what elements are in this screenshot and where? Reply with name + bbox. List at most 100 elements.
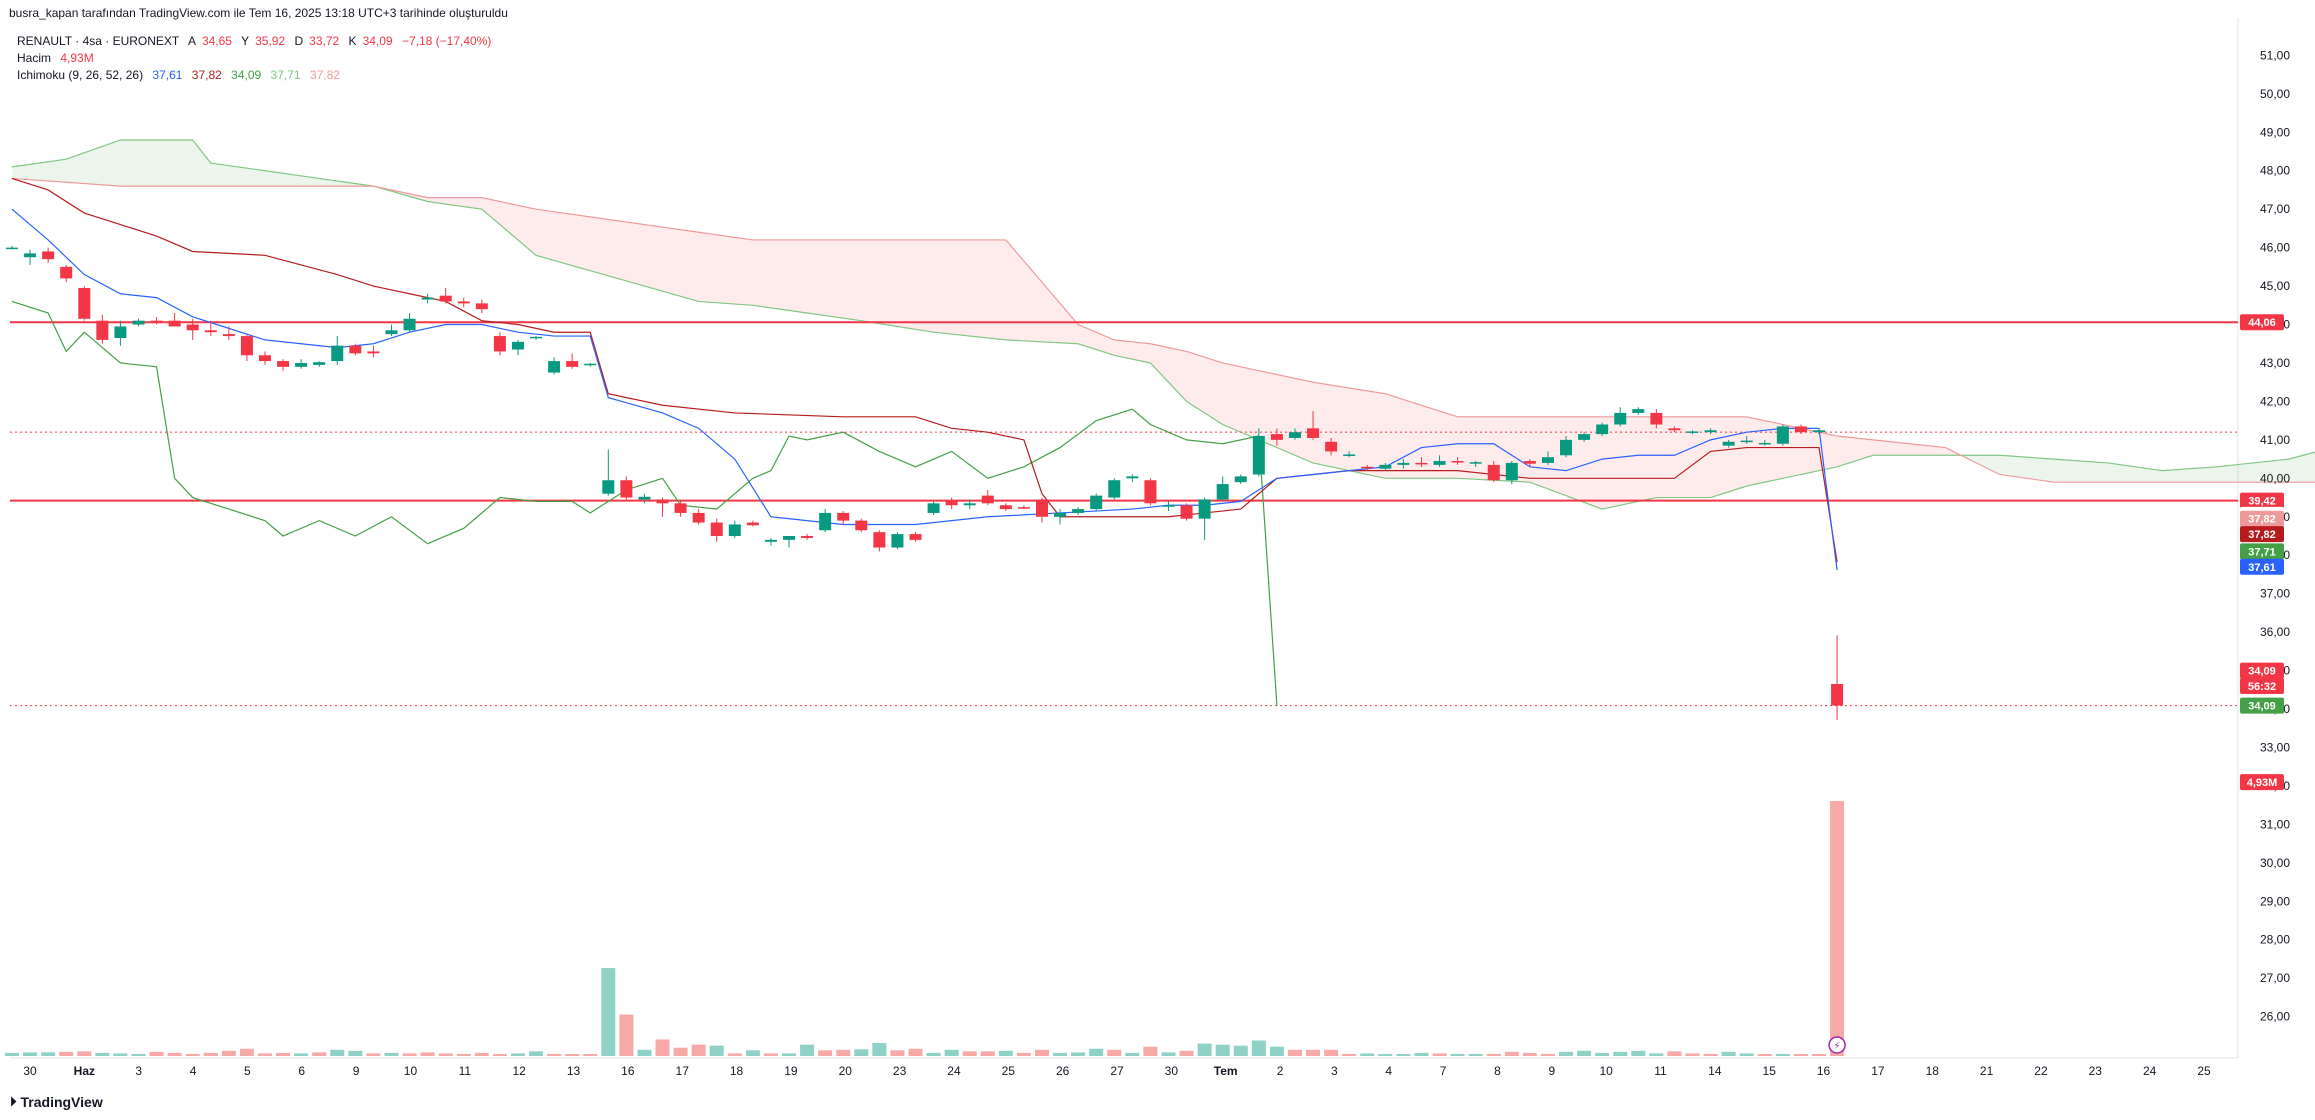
ichimoku-cloud-segment bbox=[1367, 390, 1386, 479]
x-tick-label: 19 bbox=[784, 1064, 798, 1078]
candle-body bbox=[638, 496, 651, 500]
volume-bar bbox=[1721, 1051, 1736, 1056]
candle-body bbox=[999, 505, 1012, 510]
volume-bar bbox=[312, 1052, 327, 1056]
x-tick-label: 9 bbox=[1548, 1064, 1555, 1078]
price-tag-label: 44,06 bbox=[2248, 317, 2276, 329]
ichimoku-cloud-segment bbox=[662, 227, 681, 297]
candle-body bbox=[1343, 454, 1356, 456]
volume-bar bbox=[818, 1050, 833, 1056]
x-tick-label: 17 bbox=[676, 1064, 690, 1078]
price-tag-label: 37,71 bbox=[2248, 546, 2276, 558]
ichimoku-cloud-segment bbox=[1168, 347, 1187, 402]
volume-bar bbox=[601, 968, 616, 1056]
volume-bar bbox=[782, 1053, 797, 1056]
ichimoku-cloud-segment bbox=[66, 152, 85, 184]
volume-bar bbox=[131, 1053, 146, 1056]
candle-body bbox=[1180, 505, 1193, 519]
volume-bar bbox=[1016, 1052, 1031, 1056]
volume-bar bbox=[745, 1050, 760, 1056]
x-tick-label: 8 bbox=[1494, 1064, 1501, 1078]
y-tick-label: 27,00 bbox=[2260, 971, 2290, 985]
y-tick-label: 30,00 bbox=[2260, 856, 2290, 870]
candle-body bbox=[783, 536, 796, 540]
ichimoku-cloud-segment bbox=[84, 146, 103, 185]
ichimoku-cloud-segment bbox=[228, 165, 247, 187]
candle-body bbox=[1776, 426, 1789, 444]
ichimoku-label[interactable]: Ichimoku (9, 26, 52, 26) bbox=[17, 68, 144, 82]
ichimoku-cloud-segment bbox=[481, 197, 500, 225]
x-tick-label: 24 bbox=[2143, 1064, 2157, 1078]
ichimoku-cloud-segment bbox=[861, 239, 880, 324]
candle-body bbox=[475, 303, 488, 310]
volume-bar bbox=[1251, 1040, 1266, 1056]
candle-body bbox=[1108, 480, 1121, 498]
price-tag-bg bbox=[2240, 774, 2284, 791]
candle-body bbox=[1523, 461, 1536, 464]
x-tick-label: 15 bbox=[1763, 1064, 1777, 1078]
volume-bar bbox=[800, 1044, 815, 1056]
candle-body bbox=[240, 336, 253, 356]
x-tick-label: 23 bbox=[893, 1064, 907, 1078]
candle-body bbox=[764, 539, 777, 542]
ichimoku-cloud-segment bbox=[2035, 457, 2054, 483]
candle-body bbox=[114, 326, 127, 338]
volume-bar bbox=[366, 1053, 381, 1056]
ichimoku-cloud-segment bbox=[246, 168, 265, 187]
ichimoku-cloud-segment bbox=[427, 197, 446, 205]
x-tick-label: 13 bbox=[567, 1064, 581, 1078]
candle-body bbox=[222, 334, 235, 337]
y-tick-label: 41,00 bbox=[2260, 433, 2290, 447]
candle-body bbox=[584, 363, 597, 366]
lightning-icon: ⚡ bbox=[1834, 1041, 1841, 1052]
ichimoku-cloud-segment bbox=[1710, 416, 1729, 498]
volume-bar bbox=[547, 1053, 562, 1056]
volume-bar bbox=[239, 1048, 254, 1056]
ichimoku-cloud-segment bbox=[301, 175, 320, 187]
ichimoku-cloud-segment bbox=[716, 234, 735, 305]
volume-bar bbox=[1143, 1046, 1158, 1056]
x-tick-label: 3 bbox=[1331, 1064, 1338, 1078]
ichimoku-cloud-segment bbox=[12, 164, 31, 180]
candle-body bbox=[1307, 428, 1320, 438]
ichimoku-cloud-segment bbox=[499, 201, 518, 240]
ichimoku-cloud-segment bbox=[138, 139, 157, 187]
ichimoku-cloud-segment bbox=[210, 163, 229, 187]
x-tick-label: 10 bbox=[404, 1064, 418, 1078]
ichimoku-cloud-segment bbox=[48, 159, 67, 183]
candle-body bbox=[204, 330, 217, 333]
volume-bar bbox=[1775, 1053, 1790, 1056]
volume-bar bbox=[257, 1053, 272, 1056]
candle-body bbox=[493, 336, 506, 352]
volume-bar bbox=[1757, 1054, 1772, 1056]
volume-bar bbox=[1107, 1049, 1122, 1056]
ichimoku-cloud-segment bbox=[1313, 382, 1332, 467]
ichimoku-cloud-segment bbox=[1746, 416, 1765, 487]
candle-body bbox=[1252, 436, 1265, 475]
ichimoku-cloud-segment bbox=[1547, 416, 1567, 496]
volume-bar bbox=[1197, 1043, 1212, 1056]
ichimoku-cloud-segment bbox=[1204, 357, 1223, 425]
x-tick-label: 16 bbox=[621, 1064, 635, 1078]
event-marker-icon bbox=[1828, 1036, 1846, 1054]
volume-bar bbox=[944, 1049, 959, 1056]
ichimoku-cloud-segment bbox=[30, 161, 49, 181]
tradingview-logo[interactable]: ⏵ TradingView bbox=[10, 1094, 103, 1110]
volume-bar bbox=[709, 1045, 724, 1056]
volume-bar bbox=[510, 1053, 525, 1056]
volume-bar bbox=[1468, 1053, 1483, 1056]
volume-label[interactable]: Hacim bbox=[17, 51, 52, 65]
ichimoku-cloud-segment bbox=[2180, 468, 2199, 483]
candle-body bbox=[891, 534, 904, 548]
candle-body bbox=[1487, 464, 1500, 481]
symbol-title[interactable]: RENAULT · 4sa · EURONEXT bbox=[17, 34, 180, 48]
ichimoku-cloud-segment bbox=[1240, 366, 1259, 440]
candle-body bbox=[1560, 439, 1573, 456]
volume-legend: Hacim 4,93M bbox=[17, 51, 100, 65]
candle-body bbox=[1831, 684, 1844, 706]
candle-body bbox=[1144, 480, 1157, 504]
volume-bar bbox=[1360, 1053, 1375, 1056]
x-tick-label: 2 bbox=[1277, 1064, 1284, 1078]
ichimoku-cloud-segment bbox=[1258, 370, 1277, 448]
